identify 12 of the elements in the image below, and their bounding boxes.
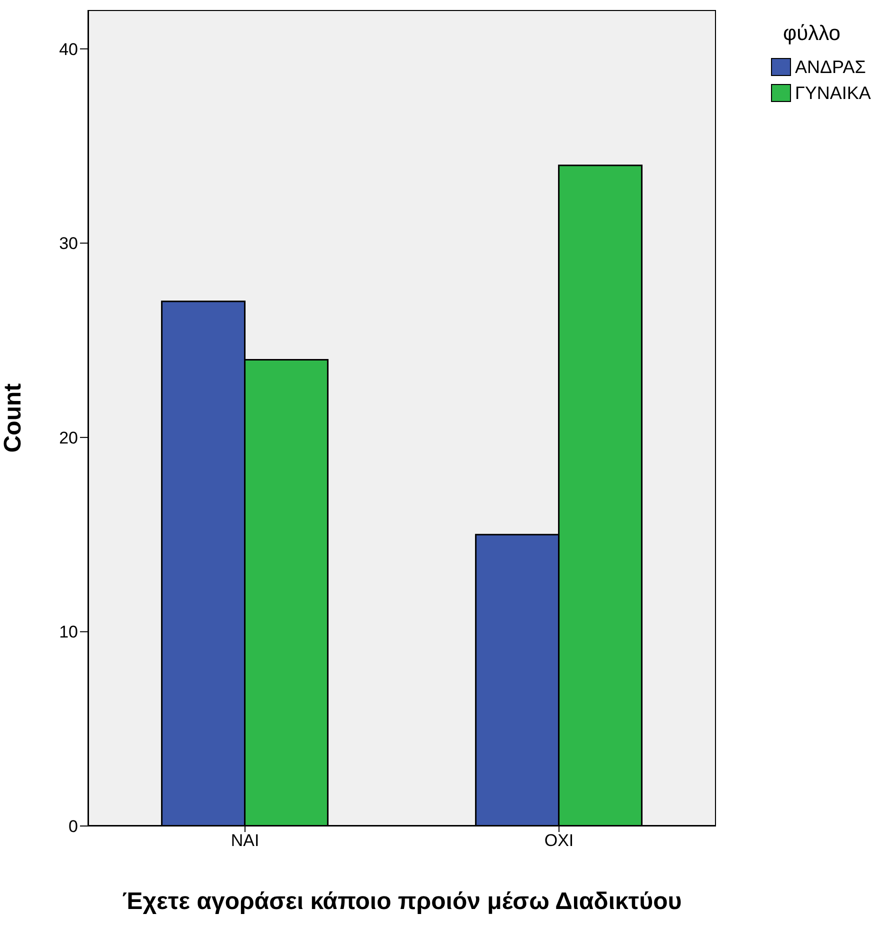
y-tick-label: 30 (59, 234, 78, 254)
legend-title: φύλλο (783, 22, 842, 46)
x-tick-label: ΟΧΙ (544, 831, 574, 850)
y-axis-title: Count (0, 383, 27, 453)
y-tick-label: 20 (59, 428, 78, 448)
legend-label: ΓΥΝΑΙΚΑ (795, 82, 871, 104)
legend-label: ΑΝΔΡΑΣ (795, 56, 866, 78)
x-tick-label: ΝΑΙ (230, 831, 260, 850)
y-tick-label: 40 (59, 40, 78, 59)
y-tick-label: 10 (59, 622, 78, 642)
x-axis-title: Έχετε αγοράσει κάποιο προιόν μέσω Διαδικτύου (122, 888, 682, 916)
y-tick-label: 0 (68, 817, 78, 836)
